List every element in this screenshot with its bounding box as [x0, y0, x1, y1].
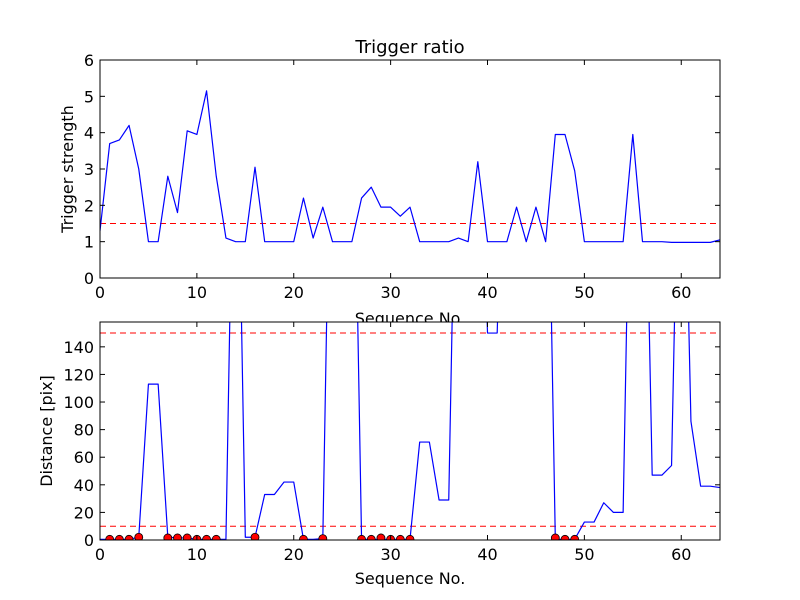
data-point	[124, 534, 134, 540]
y-tick-label: 20	[74, 503, 94, 522]
data-point	[211, 534, 221, 540]
y-tick-label: 100	[63, 393, 94, 412]
x-tick-label: 50	[574, 545, 594, 564]
plot-frame	[100, 60, 720, 278]
y-tick-label: 2	[84, 196, 94, 215]
x-tick-label: 10	[187, 283, 207, 302]
x-ticks: 0 10 20 30 40 50 60	[95, 60, 691, 302]
plot-area	[100, 90, 720, 243]
data-point	[560, 534, 570, 540]
data-point	[366, 534, 376, 540]
y-tick-label: 120	[63, 365, 94, 384]
x-tick-label: 60	[671, 545, 691, 564]
y-ticks: 0 1 2 3 4 5 6	[84, 51, 720, 288]
x-tick-label: 0	[95, 283, 105, 302]
plot-border	[99, 321, 721, 541]
data-point	[250, 532, 260, 540]
x-tick-label: 20	[284, 283, 304, 302]
y-tick-label: 6	[84, 51, 94, 70]
distance-subplot: Sequence No. Distance [pix] 0 10 20 30 40 50 6…	[37, 321, 721, 588]
x-tick-label: 50	[574, 283, 594, 302]
x-tick-label: 20	[284, 545, 304, 564]
y-axis-label: Distance [pix]	[37, 375, 56, 487]
data-point	[134, 532, 144, 540]
y-tick-label: 0	[84, 531, 94, 550]
y-tick-label: 0	[84, 269, 94, 288]
trigger-ratio-subplot: Trigger ratio Sequence No. Trigger stren…	[58, 37, 721, 328]
plot-frame	[100, 322, 720, 540]
data-point	[405, 534, 415, 540]
y-axis-label: Trigger strength	[58, 105, 77, 234]
x-axis-label: Sequence No.	[355, 569, 466, 588]
data-point	[105, 534, 115, 540]
x-tick-label: 40	[477, 283, 497, 302]
data-point	[182, 533, 192, 540]
data-point	[318, 534, 328, 540]
x-ticks: 0 10 20 30 40 50 60	[95, 322, 691, 564]
x-tick-label: 10	[187, 545, 207, 564]
y-tick-label: 4	[84, 124, 94, 143]
x-tick-label: 60	[671, 283, 691, 302]
data-point	[173, 533, 182, 540]
data-point	[357, 534, 366, 540]
data-point	[550, 533, 560, 540]
series-line-0	[100, 90, 720, 243]
chart-title: Trigger ratio	[354, 37, 464, 58]
y-tick-label: 1	[84, 233, 94, 252]
plot-border	[99, 59, 721, 279]
y-tick-label: 5	[84, 87, 94, 106]
data-point	[114, 534, 124, 540]
y-tick-label: 40	[74, 476, 94, 495]
y-tick-label: 140	[63, 338, 94, 357]
y-tick-label: 80	[74, 421, 94, 440]
x-tick-label: 30	[380, 545, 400, 564]
y-tick-label: 3	[84, 160, 94, 179]
y-tick-label: 60	[74, 448, 94, 467]
data-point	[202, 534, 211, 540]
data-point	[376, 533, 386, 540]
x-tick-label: 30	[380, 283, 400, 302]
data-point	[570, 534, 580, 540]
plot-area	[100, 322, 720, 540]
x-tick-label: 40	[477, 545, 497, 564]
x-tick-label: 0	[95, 545, 105, 564]
data-point	[163, 533, 173, 540]
data-point	[395, 534, 405, 540]
data-point	[299, 534, 308, 540]
